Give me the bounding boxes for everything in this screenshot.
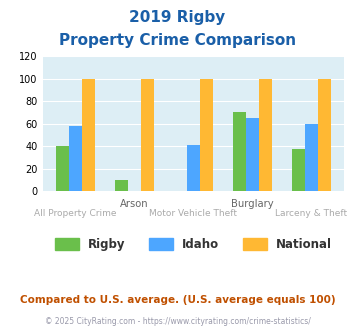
Text: Larceny & Theft: Larceny & Theft bbox=[275, 210, 347, 218]
Text: Arson: Arson bbox=[120, 199, 149, 209]
Text: Property Crime Comparison: Property Crime Comparison bbox=[59, 33, 296, 48]
Bar bbox=[246, 118, 259, 191]
Bar bbox=[56, 146, 69, 191]
Bar bbox=[200, 79, 213, 191]
Bar bbox=[318, 79, 331, 191]
Text: 2019 Rigby: 2019 Rigby bbox=[129, 10, 226, 25]
Bar bbox=[82, 79, 95, 191]
Bar bbox=[259, 79, 272, 191]
Bar bbox=[292, 148, 305, 191]
Text: Motor Vehicle Theft: Motor Vehicle Theft bbox=[149, 210, 237, 218]
Text: Burglary: Burglary bbox=[231, 199, 274, 209]
Bar bbox=[233, 113, 246, 191]
Bar bbox=[187, 145, 200, 191]
Text: All Property Crime: All Property Crime bbox=[34, 210, 117, 218]
Bar bbox=[141, 79, 154, 191]
Legend: Rigby, Idaho, National: Rigby, Idaho, National bbox=[50, 233, 337, 256]
Text: Compared to U.S. average. (U.S. average equals 100): Compared to U.S. average. (U.S. average … bbox=[20, 295, 335, 305]
Text: © 2025 CityRating.com - https://www.cityrating.com/crime-statistics/: © 2025 CityRating.com - https://www.city… bbox=[45, 317, 310, 326]
Bar bbox=[115, 180, 128, 191]
Bar bbox=[305, 124, 318, 191]
Bar bbox=[69, 126, 82, 191]
